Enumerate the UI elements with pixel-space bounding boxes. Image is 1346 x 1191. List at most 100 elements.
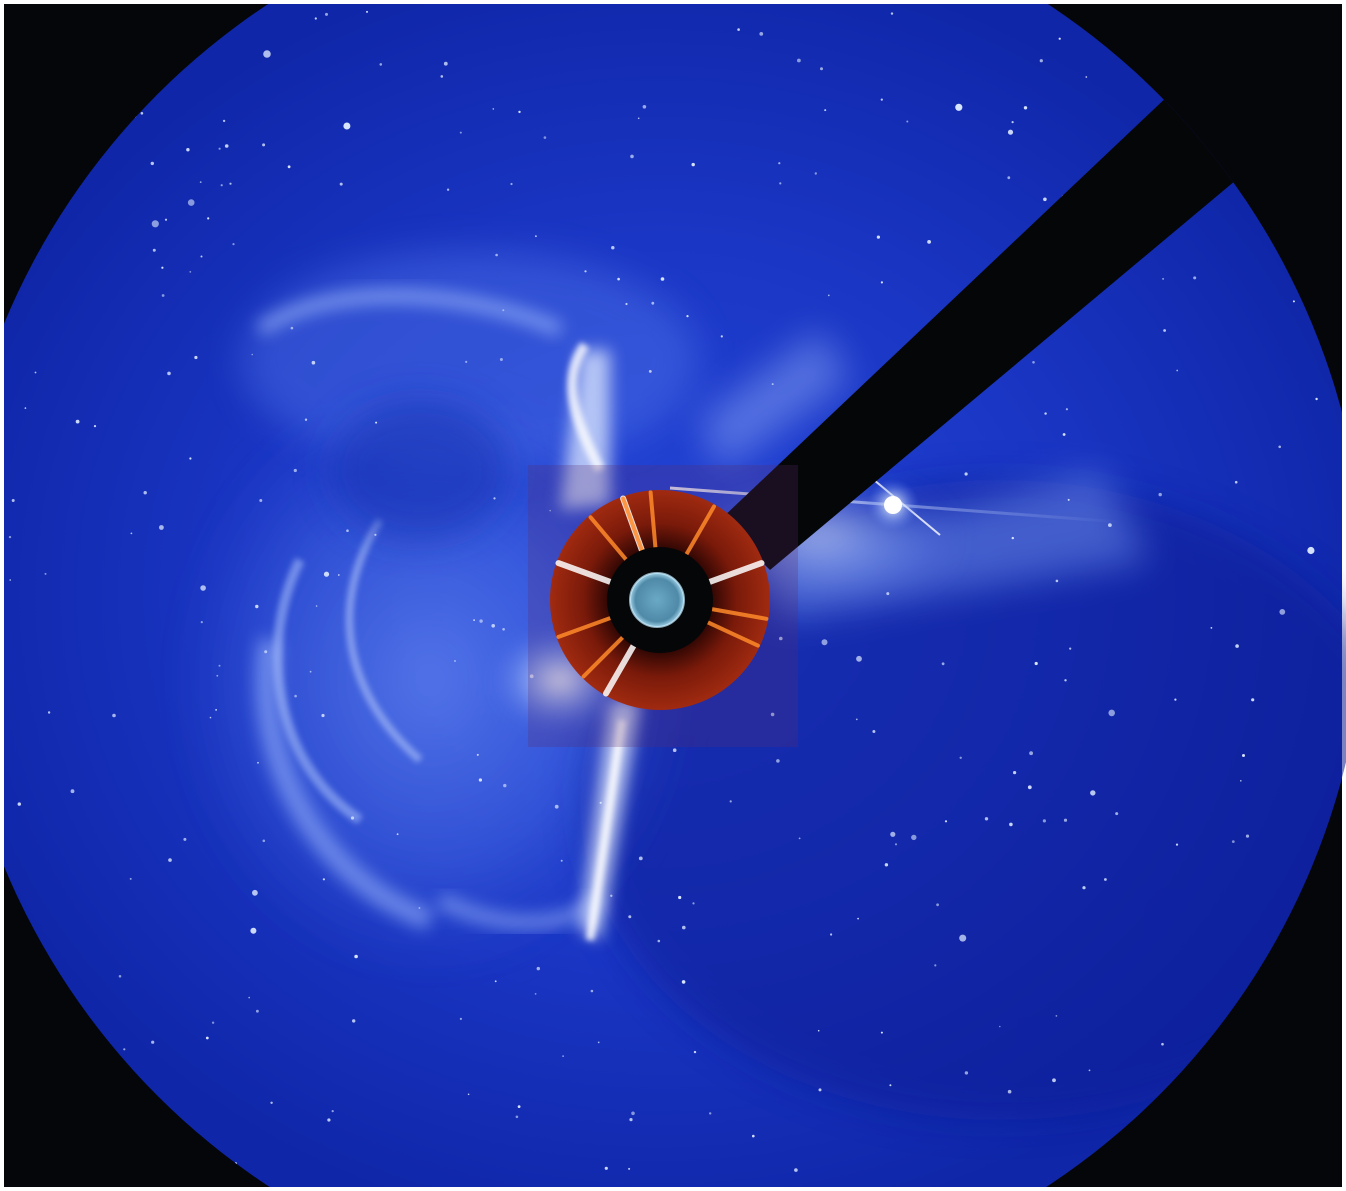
star <box>118 975 122 978</box>
star <box>597 1041 600 1044</box>
star <box>11 499 15 502</box>
star <box>1039 59 1043 63</box>
star <box>293 468 297 473</box>
star <box>599 801 602 804</box>
star <box>1064 679 1067 682</box>
star <box>1007 129 1014 135</box>
star <box>418 907 421 909</box>
star <box>290 326 294 330</box>
star <box>770 712 775 717</box>
star <box>159 525 164 530</box>
star <box>1231 840 1235 843</box>
star <box>478 778 482 782</box>
star <box>248 996 250 999</box>
star <box>611 246 615 250</box>
star <box>515 1115 519 1119</box>
coronal-ray <box>705 560 765 586</box>
star <box>479 619 483 623</box>
star <box>934 964 937 967</box>
star <box>691 162 695 167</box>
star <box>1055 1015 1058 1017</box>
star <box>262 143 266 147</box>
star <box>906 120 909 123</box>
star <box>536 966 540 971</box>
star <box>637 117 640 120</box>
star <box>1315 397 1318 401</box>
star <box>8 535 12 539</box>
star <box>502 628 505 631</box>
star <box>797 58 801 63</box>
coronal-streamers <box>490 330 1150 941</box>
star <box>304 418 308 421</box>
star <box>250 927 257 934</box>
coronal-ray <box>705 620 760 648</box>
coronal-ray <box>709 607 769 621</box>
star <box>218 147 221 150</box>
star <box>693 1050 697 1054</box>
star <box>959 934 967 942</box>
star <box>827 294 830 297</box>
star <box>263 50 271 58</box>
star <box>880 98 883 101</box>
star <box>270 1101 273 1105</box>
star <box>1067 498 1070 501</box>
star <box>890 831 896 837</box>
star <box>964 1071 969 1075</box>
star <box>678 895 682 900</box>
star <box>327 1118 331 1122</box>
star <box>628 1167 631 1170</box>
star <box>1307 546 1315 555</box>
star <box>1251 698 1255 702</box>
star <box>465 360 468 363</box>
star <box>17 802 21 806</box>
star <box>534 993 537 995</box>
star <box>446 188 450 191</box>
star <box>927 240 931 244</box>
star <box>1158 492 1162 497</box>
star <box>1062 433 1066 436</box>
star <box>70 789 75 794</box>
star <box>1082 886 1086 890</box>
star <box>617 277 620 281</box>
star <box>648 370 652 373</box>
star <box>554 804 559 809</box>
star <box>709 1112 712 1115</box>
star <box>1175 843 1179 846</box>
star <box>1007 176 1011 180</box>
star <box>1042 819 1046 823</box>
star <box>1162 277 1165 280</box>
star <box>1108 523 1112 527</box>
star <box>151 1040 155 1044</box>
star <box>876 235 881 239</box>
star <box>259 499 263 502</box>
star <box>322 878 325 881</box>
star <box>187 199 195 206</box>
star <box>682 925 686 930</box>
coronal-ray <box>648 490 658 551</box>
star <box>294 694 297 698</box>
coronal-ray <box>581 634 626 679</box>
star <box>855 718 858 721</box>
star <box>150 161 154 166</box>
star <box>309 670 312 673</box>
star <box>216 674 219 677</box>
star <box>374 533 377 536</box>
coronal-ray <box>556 615 614 639</box>
star <box>894 843 898 846</box>
star <box>517 1105 521 1108</box>
star <box>315 605 318 607</box>
star <box>502 309 505 312</box>
star <box>454 660 456 662</box>
star <box>1174 698 1177 701</box>
star <box>1193 276 1197 280</box>
star <box>252 889 258 896</box>
star <box>1065 408 1068 411</box>
star <box>830 933 833 936</box>
star <box>1176 369 1179 372</box>
star <box>681 980 686 984</box>
star <box>47 711 51 714</box>
star <box>817 1029 820 1032</box>
star <box>560 859 563 862</box>
star <box>657 939 661 943</box>
star <box>123 1048 126 1051</box>
